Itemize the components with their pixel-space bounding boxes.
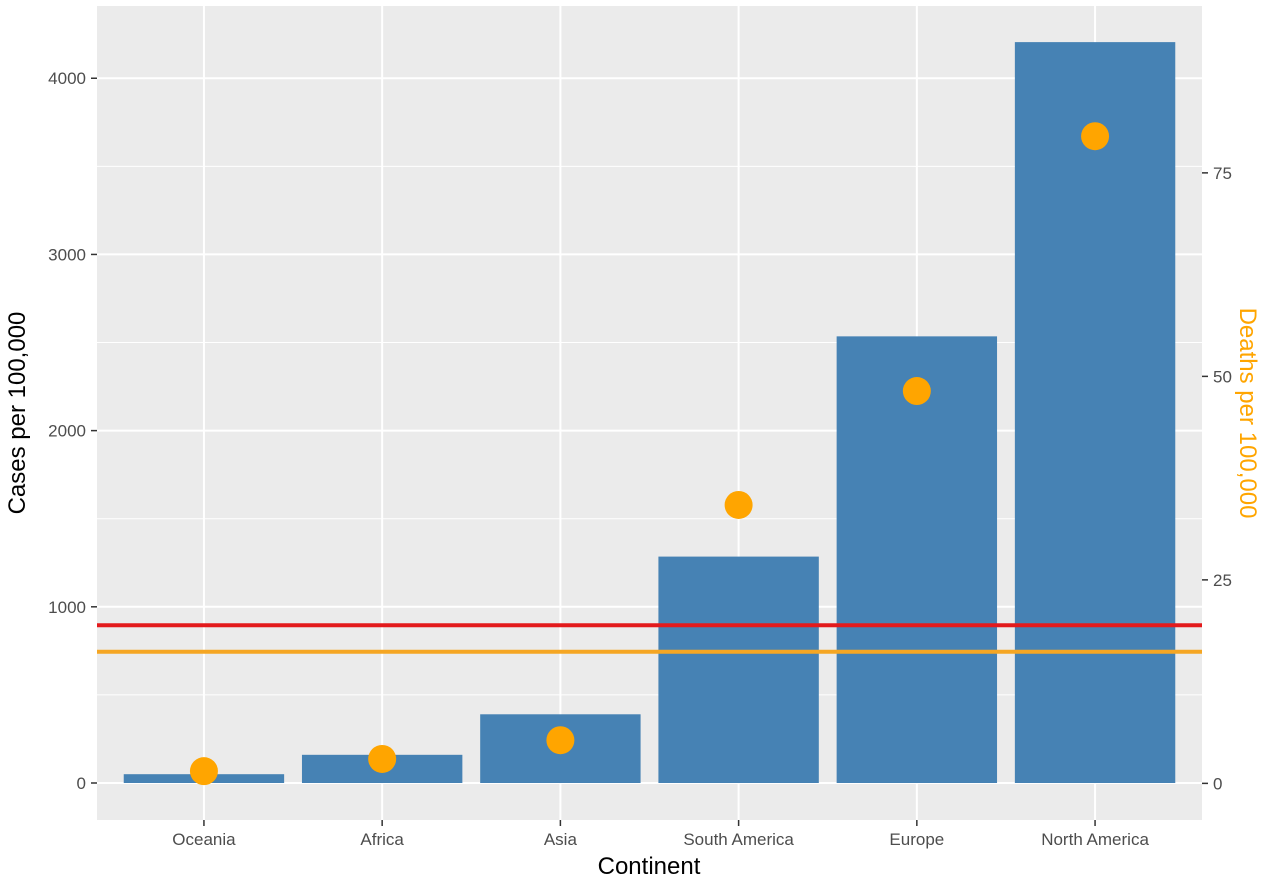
x-axis-title: Continent	[598, 853, 701, 880]
point	[546, 726, 575, 755]
y-tick-label: 0	[77, 774, 86, 793]
point	[189, 757, 218, 786]
bar	[1014, 42, 1176, 784]
x-tick-label: South America	[683, 830, 794, 849]
bar	[658, 556, 819, 783]
x-tick-label: Africa	[360, 830, 404, 849]
x-tick-label: Asia	[544, 830, 578, 849]
y-tick-label: 4000	[48, 69, 86, 88]
y-tick-label: 2000	[48, 422, 86, 441]
point	[902, 377, 931, 406]
point	[724, 490, 753, 519]
y-tick-label: 1000	[48, 598, 86, 617]
y2-tick-label: 75	[1213, 164, 1232, 183]
reference-lines	[97, 623, 1202, 654]
y2-tick-label: 25	[1213, 571, 1232, 590]
point	[1081, 122, 1110, 151]
bar	[836, 336, 998, 783]
y-axis-title: Cases per 100,000	[4, 312, 31, 515]
y-axis-right: 0 25 50 75	[1202, 164, 1232, 793]
point	[368, 744, 397, 773]
x-tick-label: North America	[1041, 830, 1149, 849]
x-tick-label: Europe	[889, 830, 944, 849]
x-tick-label: Oceania	[172, 830, 236, 849]
points	[189, 122, 1110, 786]
y2-tick-label: 0	[1213, 774, 1222, 793]
x-axis: Oceania Africa Asia South America Europe Nort…	[172, 820, 1149, 849]
y2-axis-title: Deaths per 100,000	[1234, 308, 1261, 519]
y-axis-left: 0 1000 2000 3000 4000	[48, 69, 97, 793]
y-tick-label: 3000	[48, 245, 86, 264]
y2-tick-label: 50	[1213, 367, 1232, 386]
